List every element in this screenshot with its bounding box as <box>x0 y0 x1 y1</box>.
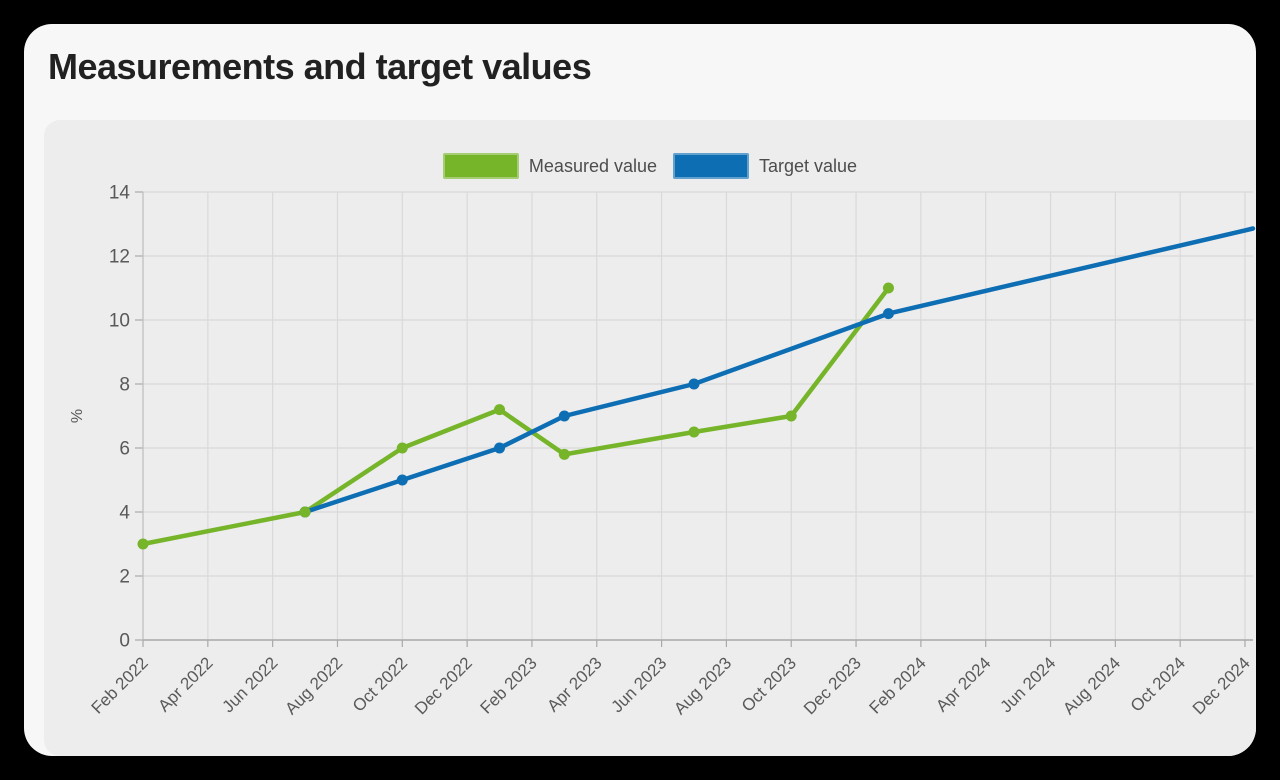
svg-text:%: % <box>69 409 86 423</box>
line-chart-canvas[interactable]: Feb 2022 Apr 2022 Jun 2022 Aug 2022 Oct 2022… <box>44 120 1256 756</box>
chart-panel: Measured value Target value Feb 2022 Apr … <box>44 120 1256 756</box>
svg-text:Oct 2022: Oct 2022 <box>349 653 411 715</box>
chart-legend: Measured value Target value <box>44 153 1256 179</box>
measured-series-swatch-icon <box>442 153 519 179</box>
svg-text:14: 14 <box>109 183 131 204</box>
svg-text:Aug 2022: Aug 2022 <box>281 653 346 718</box>
svg-text:Dec 2024: Dec 2024 <box>1189 653 1254 718</box>
svg-text:Apr 2023: Apr 2023 <box>543 653 605 715</box>
chart-card: Measurements and target values Measured … <box>24 24 1256 756</box>
svg-text:Oct 2024: Oct 2024 <box>1127 653 1189 715</box>
svg-text:2: 2 <box>119 567 130 588</box>
svg-text:Aug 2024: Aug 2024 <box>1059 653 1124 718</box>
svg-text:10: 10 <box>109 311 130 332</box>
svg-text:Apr 2022: Apr 2022 <box>154 653 216 715</box>
svg-text:6: 6 <box>119 439 130 460</box>
svg-text:Dec 2023: Dec 2023 <box>800 653 865 718</box>
svg-text:Feb 2024: Feb 2024 <box>865 653 929 717</box>
svg-text:4: 4 <box>119 503 130 524</box>
legend-label-measured: Measured value <box>528 155 657 176</box>
svg-text:0: 0 <box>119 631 130 652</box>
svg-text:Feb 2023: Feb 2023 <box>477 653 541 717</box>
svg-text:Aug 2023: Aug 2023 <box>670 653 735 718</box>
chart-title: Measurements and target values <box>48 46 592 87</box>
svg-text:Jun 2023: Jun 2023 <box>608 653 671 716</box>
svg-text:8: 8 <box>119 375 130 396</box>
svg-text:12: 12 <box>109 247 130 268</box>
svg-text:Feb 2022: Feb 2022 <box>88 653 152 717</box>
target-series-swatch-icon <box>673 153 749 179</box>
svg-text:Jun 2024: Jun 2024 <box>996 653 1059 716</box>
legend-label-target: Target value <box>759 155 858 176</box>
svg-text:Dec 2022: Dec 2022 <box>411 653 476 718</box>
svg-text:Oct 2023: Oct 2023 <box>738 653 800 715</box>
legend-item-target-value[interactable]: Target value <box>673 153 857 179</box>
svg-text:Apr 2024: Apr 2024 <box>932 653 994 715</box>
legend-item-measured-value[interactable]: Measured value <box>442 153 657 179</box>
svg-text:Jun 2022: Jun 2022 <box>219 653 282 716</box>
